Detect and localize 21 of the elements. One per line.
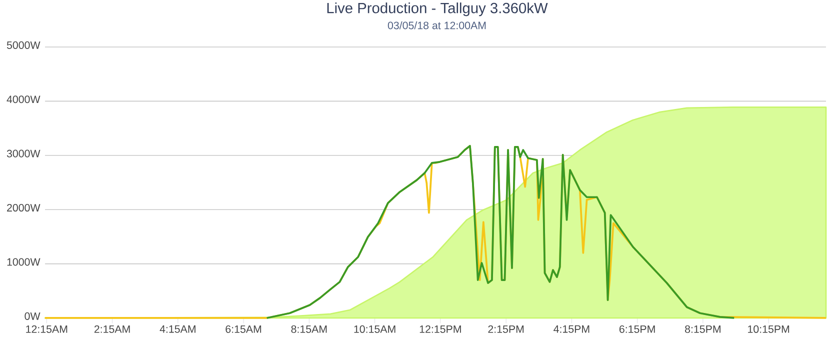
x-tick-label: 10:15PM <box>748 325 790 333</box>
x-tick-label: 6:15AM <box>226 325 262 333</box>
x-tick-label: 2:15PM <box>488 325 524 333</box>
x-tick-label: 12:15PM <box>420 325 461 333</box>
x-tick-label: 8:15AM <box>291 325 327 333</box>
chart-title: Live Production - Tallguy 3.360kW <box>327 2 548 16</box>
y-tick-label: 3000W <box>6 150 40 158</box>
chart-subtitle: 03/05/18 at 12:00AM <box>388 21 486 30</box>
x-tick-label: 2:15AM <box>94 325 130 333</box>
x-tick-label: 12:15AM <box>26 325 68 333</box>
y-tick-label: 2000W <box>7 204 40 212</box>
y-tick-label: 5000W <box>6 41 40 49</box>
y-tick-label: 0W <box>24 312 40 320</box>
x-tick-label: 10:15AM <box>354 325 396 333</box>
y-tick-label: 4000W <box>6 96 40 104</box>
x-tick-label: 4:15AM <box>160 325 196 333</box>
x-tick-label: 8:15PM <box>685 325 720 333</box>
x-tick-label: 6:15PM <box>619 325 655 333</box>
x-tick-label: 4:15PM <box>554 325 590 333</box>
line-series <box>266 144 736 319</box>
y-tick-label: 1000W <box>7 258 40 266</box>
